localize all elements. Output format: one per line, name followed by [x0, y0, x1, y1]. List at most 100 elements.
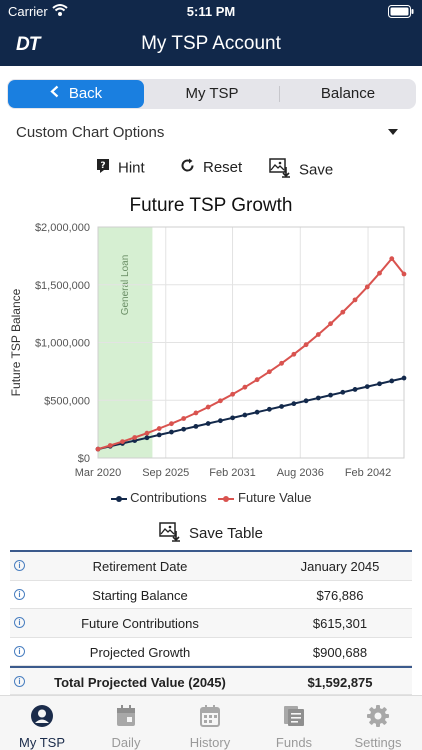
data-point [254, 409, 260, 415]
data-point [205, 404, 211, 410]
x-tick-label: Feb 2031 [209, 467, 255, 479]
tab-label: Settings [354, 735, 402, 750]
x-tick-label: Aug 2036 [277, 467, 324, 479]
info-icon[interactable]: i [14, 676, 25, 687]
data-point [377, 381, 382, 387]
segment-my-tsp[interactable]: My TSP [185, 85, 239, 102]
data-point [389, 378, 395, 384]
info-icon[interactable]: i [14, 588, 25, 600]
row-value: $1,592,875 [307, 675, 373, 690]
y-tick-label: $2,000,000 [35, 222, 90, 234]
summary-table: i Retirement Date January 2045 i Startin… [10, 550, 412, 695]
info-icon[interactable]: i [14, 560, 25, 571]
nav-bar: DT My TSP Account [0, 24, 422, 66]
data-point [230, 391, 236, 397]
data-point [107, 443, 113, 448]
data-point [95, 446, 101, 452]
data-point [377, 270, 382, 276]
legend-contributions-label: Contributions [130, 490, 207, 505]
table-row: i Retirement Date January 2045 [10, 552, 412, 581]
data-point [328, 321, 333, 327]
back-label: Back [68, 85, 103, 102]
row-label: Total Projected Value (2045) [54, 675, 226, 690]
info-icon[interactable]: i [14, 617, 25, 628]
data-point [364, 384, 370, 389]
data-point [389, 256, 395, 262]
data-point [340, 389, 346, 395]
data-point [144, 430, 150, 436]
tab-daily[interactable]: Daily [84, 704, 168, 750]
battery-icon [388, 5, 414, 21]
back-button[interactable]: Back [8, 80, 144, 108]
data-point [193, 410, 199, 416]
data-point [352, 387, 358, 392]
carrier-label: Carrier [8, 4, 48, 19]
tab-label: My TSP [19, 735, 65, 750]
custom-chart-options-dropdown[interactable]: Custom Chart Options [16, 124, 406, 144]
table-row: i Projected Growth $900,688 [10, 638, 412, 666]
data-point [169, 421, 174, 427]
table-row-total: i Total Projected Value (2045) $1,592,87… [10, 666, 412, 695]
data-point [352, 297, 358, 303]
data-point [169, 429, 174, 435]
table-row: i Starting Balance $76,886 [10, 581, 412, 609]
data-point [279, 404, 284, 409]
y-tick-label: $1,500,000 [35, 280, 90, 292]
data-point [315, 332, 321, 337]
reset-label: Reset [203, 159, 243, 176]
tab-funds[interactable]: Funds [252, 704, 336, 750]
segment-divider [279, 86, 280, 102]
data-point [193, 423, 199, 429]
data-point [303, 342, 309, 348]
tab-label: History [189, 735, 231, 750]
data-point [266, 406, 272, 412]
legend-contributions[interactable]: Contributions [110, 490, 207, 505]
row-value: January 2045 [300, 559, 380, 574]
row-value: $615,301 [312, 616, 368, 631]
caret-down-icon [388, 129, 398, 135]
tab-settings[interactable]: Settings [336, 704, 420, 750]
data-point [254, 377, 260, 383]
save-chart-button[interactable]: Save [269, 158, 333, 182]
status-bar: Carrier 5:11 PM [0, 0, 422, 24]
data-point [291, 401, 297, 407]
data-point [401, 271, 407, 277]
x-tick-label: Feb 2042 [345, 467, 391, 479]
data-point [340, 309, 346, 315]
help-icon: ? [96, 158, 110, 178]
reset-icon [180, 158, 195, 177]
page-title: My TSP Account [141, 33, 281, 54]
person-circle-icon [0, 704, 84, 731]
data-point [303, 398, 309, 404]
svg-text:?: ? [100, 161, 105, 171]
data-point [218, 418, 223, 424]
data-point [181, 416, 187, 421]
segment-balance[interactable]: Balance [320, 85, 376, 102]
hint-label: Hint [118, 159, 145, 177]
tab-history[interactable]: History [168, 704, 252, 750]
data-point [218, 398, 223, 404]
save-image-icon [159, 522, 181, 546]
save-table-label: Save Table [189, 524, 263, 542]
app-logo: DT [16, 34, 40, 55]
tab-my-tsp[interactable]: My TSP [0, 704, 84, 750]
y-axis-label: Future TSP Balance [9, 288, 23, 396]
books-icon [252, 704, 336, 731]
data-point [242, 412, 248, 418]
row-label: Retirement Date [92, 559, 188, 574]
x-tick-label: Mar 2020 [75, 467, 121, 479]
data-point [181, 426, 187, 432]
y-tick-label: $0 [78, 453, 90, 465]
calendar-grid-icon [168, 704, 252, 731]
tab-label: Daily [111, 735, 141, 750]
reset-button[interactable]: Reset [180, 158, 242, 182]
wifi-icon [52, 3, 68, 20]
data-point [266, 369, 272, 375]
save-table-button[interactable]: Save Table [0, 522, 422, 546]
legend-future-value[interactable]: Future Value [218, 490, 311, 505]
calendar-icon [84, 704, 168, 731]
data-point [120, 439, 125, 444]
hint-button[interactable]: ? Hint [96, 158, 145, 182]
info-icon[interactable]: i [14, 645, 25, 657]
data-point [401, 375, 407, 381]
